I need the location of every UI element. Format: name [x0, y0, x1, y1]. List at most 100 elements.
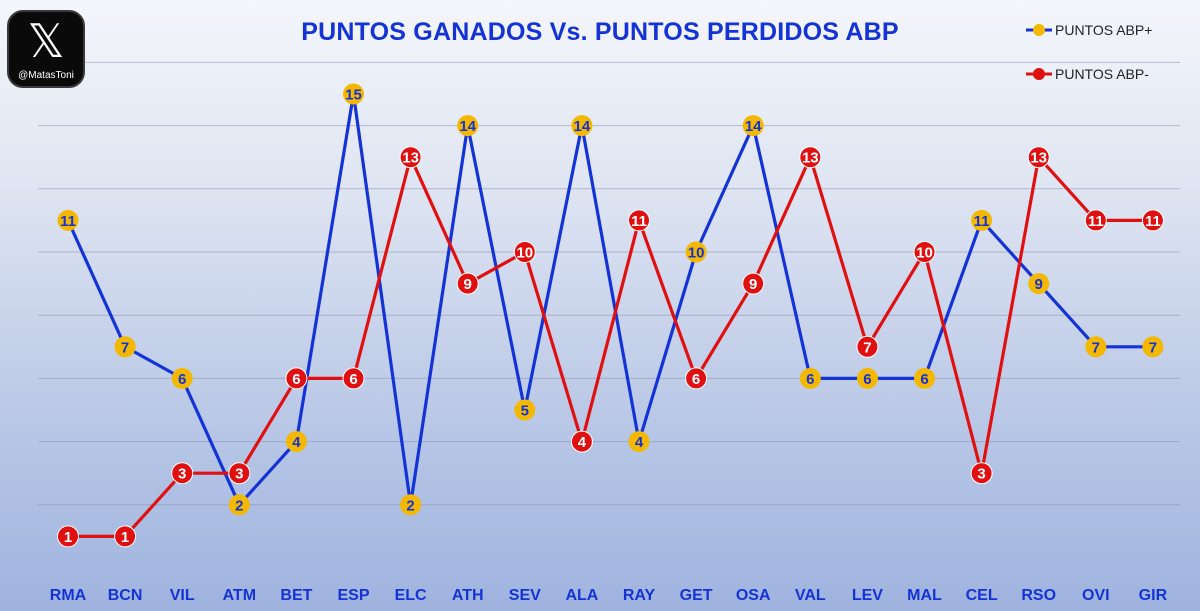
data-point-minus — [628, 209, 650, 232]
data-label-plus: 2 — [235, 497, 243, 514]
data-label-plus: 6 — [863, 371, 871, 388]
data-label-minus: 6 — [292, 371, 300, 388]
data-label-plus: 14 — [745, 118, 762, 135]
data-label-plus: 7 — [1149, 339, 1157, 356]
data-label-plus: 6 — [920, 371, 928, 388]
data-label-plus: 11 — [60, 213, 76, 230]
data-label-minus: 6 — [349, 371, 357, 388]
data-point-plus — [228, 494, 250, 516]
data-label-minus: 4 — [578, 434, 587, 451]
data-label-minus: 13 — [802, 150, 819, 167]
data-point-minus — [1084, 209, 1107, 232]
data-point-plus — [514, 399, 536, 421]
x-tick-label: BCN — [108, 587, 143, 604]
x-tick-label: RMA — [50, 587, 87, 604]
data-label-minus: 3 — [977, 466, 985, 483]
data-label-plus: 7 — [1092, 339, 1100, 356]
x-tick-label: RSO — [1021, 587, 1056, 604]
data-point-plus — [742, 115, 764, 137]
data-label-minus: 6 — [692, 371, 700, 388]
x-tick-label: GET — [680, 587, 713, 604]
series-line-minus — [68, 155, 1153, 539]
data-point-minus — [742, 272, 765, 295]
x-tick-label: RAY — [623, 587, 656, 604]
data-label-plus: 5 — [521, 403, 529, 420]
data-point-plus — [114, 336, 136, 358]
data-point-minus — [1141, 209, 1164, 232]
data-label-minus: 13 — [1030, 150, 1047, 167]
data-label-minus: 3 — [178, 466, 186, 483]
data-label-plus: 14 — [574, 118, 591, 135]
data-label-plus: 4 — [635, 434, 644, 451]
data-point-plus — [971, 209, 993, 231]
x-tick-label: MAL — [907, 587, 942, 604]
legend-item-plus: PUNTOS ABP+ — [1025, 20, 1195, 40]
x-tick-label: SEV — [509, 587, 541, 604]
data-point-plus — [914, 367, 935, 389]
data-point-plus — [1085, 336, 1107, 358]
data-point-minus — [570, 430, 593, 453]
data-label-plus: 6 — [178, 371, 186, 388]
data-point-plus — [285, 431, 307, 453]
data-point-plus — [571, 115, 593, 137]
data-label-minus: 11 — [1088, 213, 1104, 230]
data-label-minus: 1 — [64, 529, 72, 546]
x-tick-label: LEV — [852, 587, 883, 604]
x-logo: 𝕏 @MatasToni — [7, 10, 85, 88]
data-label-minus: 9 — [749, 276, 757, 293]
data-point-minus — [1027, 146, 1050, 169]
data-label-plus: 4 — [292, 434, 301, 451]
data-point-minus — [513, 241, 536, 263]
data-point-minus — [228, 462, 251, 485]
data-label-plus: 6 — [806, 371, 814, 388]
data-point-plus — [400, 494, 422, 516]
x-tick-label: BET — [280, 587, 312, 604]
data-point-plus — [628, 431, 650, 453]
data-label-plus: 15 — [345, 87, 362, 104]
data-point-plus — [171, 367, 193, 389]
x-tick-label: OSA — [736, 587, 771, 604]
data-point-minus — [856, 335, 879, 358]
data-label-plus: 2 — [406, 497, 414, 514]
legend-marker-plus-icon — [1026, 24, 1052, 36]
data-point-minus — [285, 367, 308, 390]
data-label-minus: 1 — [121, 529, 129, 546]
data-point-plus — [685, 241, 707, 263]
data-point-plus — [1028, 273, 1050, 295]
data-point-minus — [342, 367, 365, 390]
legend-label-plus: PUNTOS ABP+ — [1055, 22, 1153, 38]
x-tick-label: ALA — [565, 587, 598, 604]
data-point-minus — [57, 525, 79, 548]
legend: PUNTOS ABP+ PUNTOS ABP- — [1025, 20, 1195, 108]
data-point-plus — [57, 209, 79, 231]
legend-marker-minus-icon — [1026, 68, 1052, 80]
data-label-minus: 3 — [235, 466, 243, 483]
data-point-minus — [970, 462, 993, 485]
data-point-plus — [343, 83, 364, 105]
data-label-plus: 9 — [1035, 276, 1043, 293]
chart-title: PUNTOS GANADOS Vs. PUNTOS PERDIDOS ABP — [301, 18, 899, 46]
data-label-plus: 14 — [459, 118, 476, 135]
data-point-minus — [171, 462, 194, 485]
data-label-minus: 9 — [464, 276, 472, 293]
watermark-handle: @MatasToni — [18, 70, 74, 81]
x-tick-label: VAL — [795, 587, 826, 604]
legend-item-minus: PUNTOS ABP- — [1025, 64, 1195, 84]
data-point-minus — [685, 367, 708, 390]
data-label-minus: 10 — [916, 245, 933, 262]
data-point-minus — [114, 525, 137, 548]
data-point-minus — [799, 146, 822, 169]
data-label-plus: 7 — [121, 339, 129, 356]
data-label-minus: 11 — [1145, 213, 1161, 230]
x-tick-label: ELC — [395, 587, 427, 604]
x-tick-label: GIR — [1139, 587, 1168, 604]
x-tick-label: VIL — [170, 587, 195, 604]
legend-label-minus: PUNTOS ABP- — [1055, 66, 1149, 82]
data-label-minus: 13 — [402, 150, 419, 167]
x-tick-label: ESP — [337, 587, 369, 604]
data-point-minus — [399, 146, 422, 169]
x-tick-label: ATH — [452, 587, 484, 604]
x-logo-icon: 𝕏 — [27, 14, 65, 68]
data-label-minus: 7 — [863, 339, 871, 356]
